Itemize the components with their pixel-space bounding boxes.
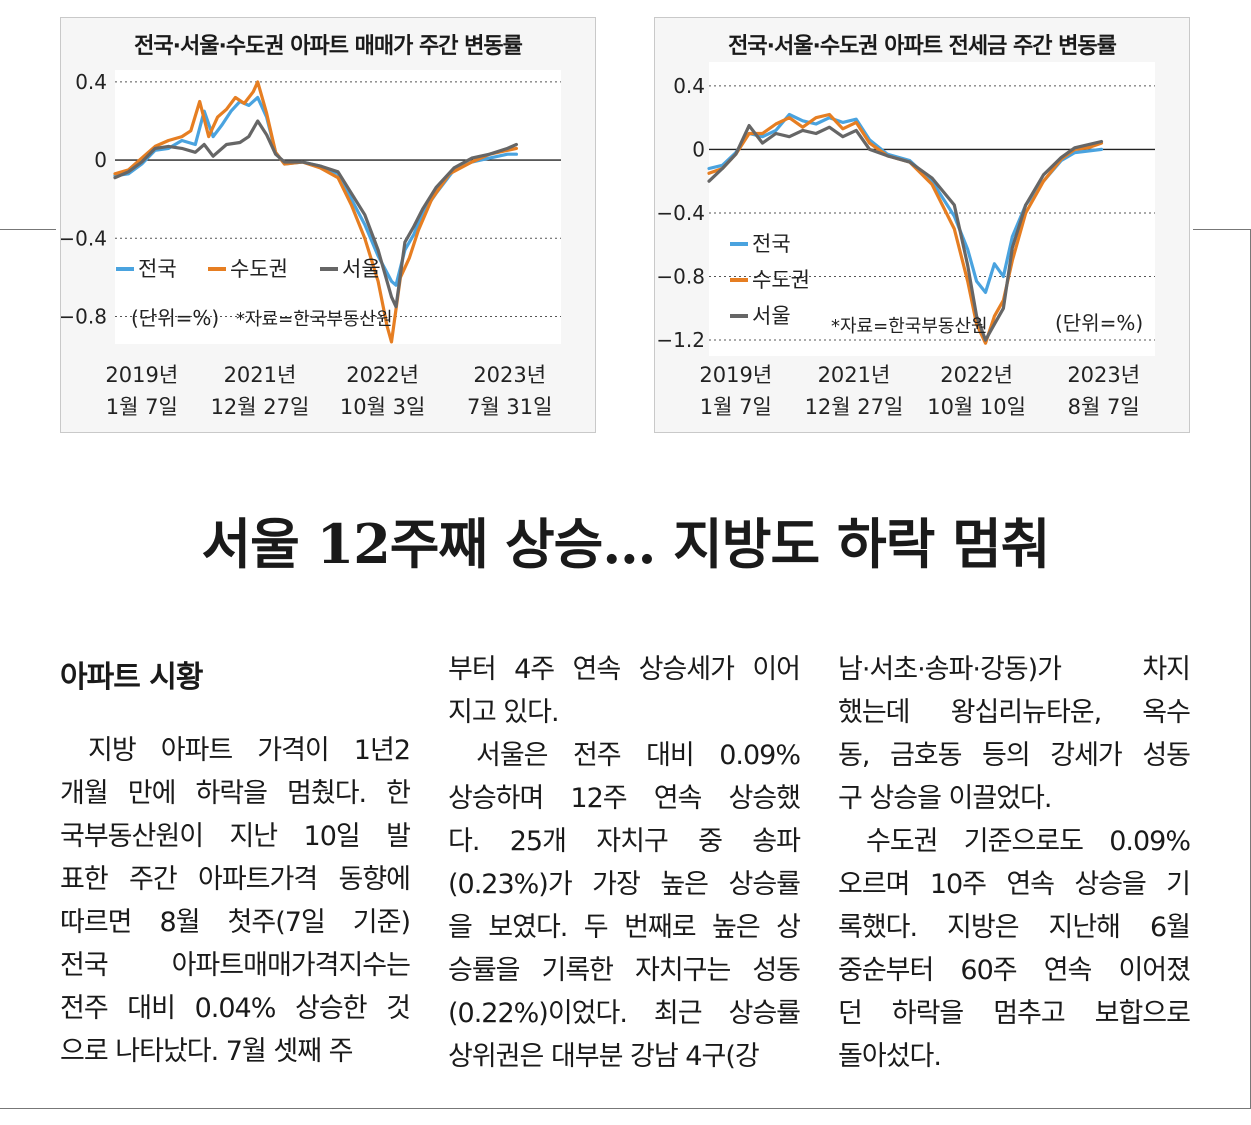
text-line: 전국 아파트매매가격지수는 [60, 950, 411, 981]
sales-price-chart: 전국·서울·수도권 아파트 매매가 주간 변동률 0.4 0 −0.4 −0.8 201… [60, 17, 596, 433]
text-line: 상위권은 대부분 강남 4구(강 [448, 1041, 760, 1072]
x-tick-label: 2023년 [473, 363, 546, 387]
text-line: 을 보였다. 두 번째로 높은 상 [448, 912, 801, 943]
text-line: 했는데 왕십리뉴타운, 옥수 [838, 697, 1191, 728]
jeonse-chart: 전국·서울·수도권 아파트 전세금 주간 변동률 0.4 0 −0.4 −0.8 −1.… [654, 17, 1190, 433]
x-tick-label: 2019년 [105, 363, 178, 387]
x-tick-label: 8월 7일 [1068, 395, 1140, 419]
y-tick-label: 0 [692, 137, 705, 161]
right-rule [1193, 229, 1251, 230]
series-line-2 [113, 119, 518, 309]
unit-note: (단위=%) [1055, 311, 1143, 335]
text-line: 오르며 10주 연속 상승을 기 [838, 869, 1191, 900]
plot-area [709, 62, 1155, 356]
text-line: 수도권 기준으로도 0.09% [866, 826, 1191, 857]
text-line: 록했다. 지방은 지난해 6월 [838, 912, 1191, 943]
legend-label: 서울 [752, 304, 791, 328]
text-line: 부터 4주 연속 상승세가 이어 [448, 654, 801, 685]
x-tick-label: 2022년 [940, 363, 1013, 387]
left-rule [0, 229, 56, 230]
x-tick-label: 2023년 [1067, 363, 1140, 387]
series-line-1 [113, 80, 518, 344]
x-tick-label: 10월 10일 [927, 395, 1026, 419]
text-line: 따르면 8월 첫주(7일 기준) [60, 907, 411, 938]
x-tick-label: 12월 27일 [211, 395, 310, 419]
y-tick-label: −0.4 [61, 226, 107, 250]
series-line-2 [707, 124, 1104, 342]
y-tick-label: −0.4 [656, 201, 705, 225]
x-tick-label: 12월 27일 [805, 395, 904, 419]
text-line: 승률을 기록한 자치구는 성동 [448, 955, 801, 986]
x-tick-label: 7월 31일 [467, 395, 552, 419]
text-line: 전주 대비 0.04% 상승한 것 [60, 993, 411, 1024]
bottom-rule [0, 1108, 1251, 1109]
sales-price-chart-svg: 0.4 0 −0.4 −0.8 2019년 1월 7일 2021년 12월 27일 2022년 1… [61, 70, 561, 419]
x-tick-label: 1월 7일 [106, 395, 178, 419]
y-tick-label: −1.2 [656, 328, 705, 352]
x-tick-label: 2019년 [699, 363, 772, 387]
y-tick-label: 0.4 [673, 74, 705, 98]
text-line: 남·서초·송파·강동)가 차지 [838, 654, 1191, 685]
source-note: *자료=한국부동산원 [236, 309, 393, 330]
text-line: 으로 나타났다. 7월 셋째 주 [60, 1036, 354, 1067]
section-title: 아파트 시황 [60, 660, 203, 695]
plot-area [115, 70, 561, 344]
y-tick-label: 0.4 [75, 70, 107, 94]
y-tick-label: −0.8 [61, 304, 107, 328]
text-line: 국부동산원이 지난 10일 발 [60, 821, 411, 852]
legend-label: 서울 [342, 257, 381, 281]
x-tick-label: 10월 3일 [340, 395, 425, 419]
y-tick-label: 0 [94, 148, 107, 172]
chart-title: 전국·서울·수도권 아파트 전세금 주간 변동률 [728, 34, 1117, 59]
text-line: 던 하락을 멈추고 보합으로 [838, 998, 1191, 1029]
jeonse-chart-svg: 0.4 0 −0.4 −0.8 −1.2 2019년 1월 7일 2021년 12월 27일 20… [656, 62, 1155, 419]
legend-label: 수도권 [752, 268, 810, 292]
unit-note: (단위=%) [131, 306, 219, 330]
x-tick-label: 1월 7일 [700, 395, 772, 419]
text-line: 지고 있다. [448, 697, 560, 728]
text-line: 지방 아파트 가격이 1년2 [88, 735, 411, 766]
legend-label: 전국 [138, 257, 177, 281]
x-tick-label: 2021년 [818, 363, 891, 387]
text-line: 구 상승을 이끌었다. [838, 783, 1052, 814]
text-line: 표한 주간 아파트가격 동향에 [60, 864, 411, 895]
legend-label: 전국 [752, 232, 791, 256]
text-line: (0.22%)이었다. 최근 상승률 [448, 998, 801, 1029]
headline: 서울 12주째 상승… 지방도 하락 멈춰 [201, 512, 1051, 576]
x-tick-label: 2022년 [346, 363, 419, 387]
text-line: 중순부터 60주 연속 이어졌 [838, 955, 1191, 986]
x-tick-label: 2021년 [224, 363, 297, 387]
text-line: 다. 25개 자치구 중 송파 [448, 826, 801, 857]
text-line: 돌아섰다. [838, 1041, 942, 1072]
text-line: 동, 금호동 등의 강세가 성동 [838, 740, 1191, 771]
text-line: (0.23%)가 가장 높은 상승률 [448, 869, 801, 900]
y-tick-label: −0.8 [656, 265, 705, 289]
legend-label: 수도권 [230, 257, 288, 281]
chart-title: 전국·서울·수도권 아파트 매매가 주간 변동률 [134, 34, 523, 59]
text-line: 개월 만에 하락을 멈췄다. 한 [60, 778, 411, 809]
source-note: *자료=한국부동산원 [831, 316, 988, 337]
text-line: 서울은 전주 대비 0.09% [476, 740, 801, 771]
text-line: 상승하며 12주 연속 상승했 [448, 783, 801, 814]
